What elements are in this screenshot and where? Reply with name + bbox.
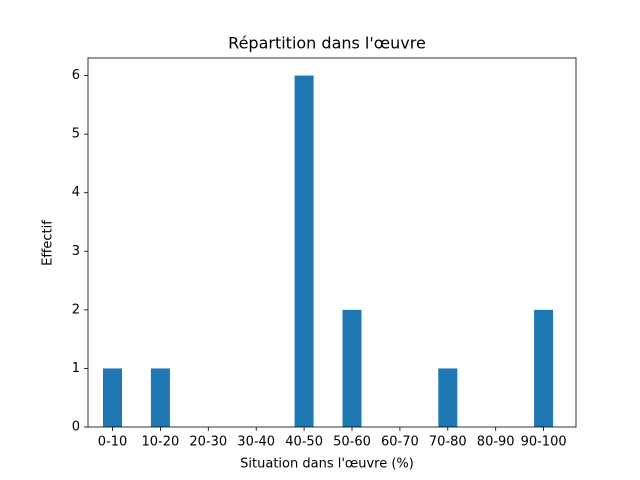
x-tick-label: 90-100 — [521, 435, 567, 450]
x-tick-label: 20-30 — [189, 435, 227, 450]
x-tick-label: 60-70 — [381, 435, 419, 450]
bar — [534, 309, 554, 427]
y-tick-label: 4 — [72, 185, 80, 200]
y-tick-label: 0 — [72, 420, 80, 435]
x-tick-label: 80-90 — [477, 435, 515, 450]
bar — [342, 309, 362, 427]
bar — [438, 368, 458, 427]
y-tick-label: 5 — [72, 127, 80, 142]
y-tick-label: 3 — [72, 244, 80, 259]
x-tick-label: 30-40 — [237, 435, 275, 450]
x-tick-label: 10-20 — [142, 435, 180, 450]
y-tick-label: 2 — [72, 302, 80, 317]
x-tick-label: 70-80 — [429, 435, 467, 450]
bar — [294, 75, 314, 428]
x-axis-label: Situation dans l'œuvre (%) — [240, 457, 414, 472]
y-axis-label: Effectif — [41, 220, 56, 266]
y-tick-label: 1 — [72, 361, 80, 376]
x-tick-label: 40-50 — [285, 435, 323, 450]
y-tick-label: 6 — [72, 68, 80, 83]
x-tick-label: 0-10 — [98, 435, 128, 450]
chart-title: Répartition dans l'œuvre — [228, 34, 426, 53]
bar — [150, 368, 170, 427]
x-tick-label: 50-60 — [333, 435, 371, 450]
bar — [103, 368, 122, 427]
plot-frame — [87, 57, 577, 428]
